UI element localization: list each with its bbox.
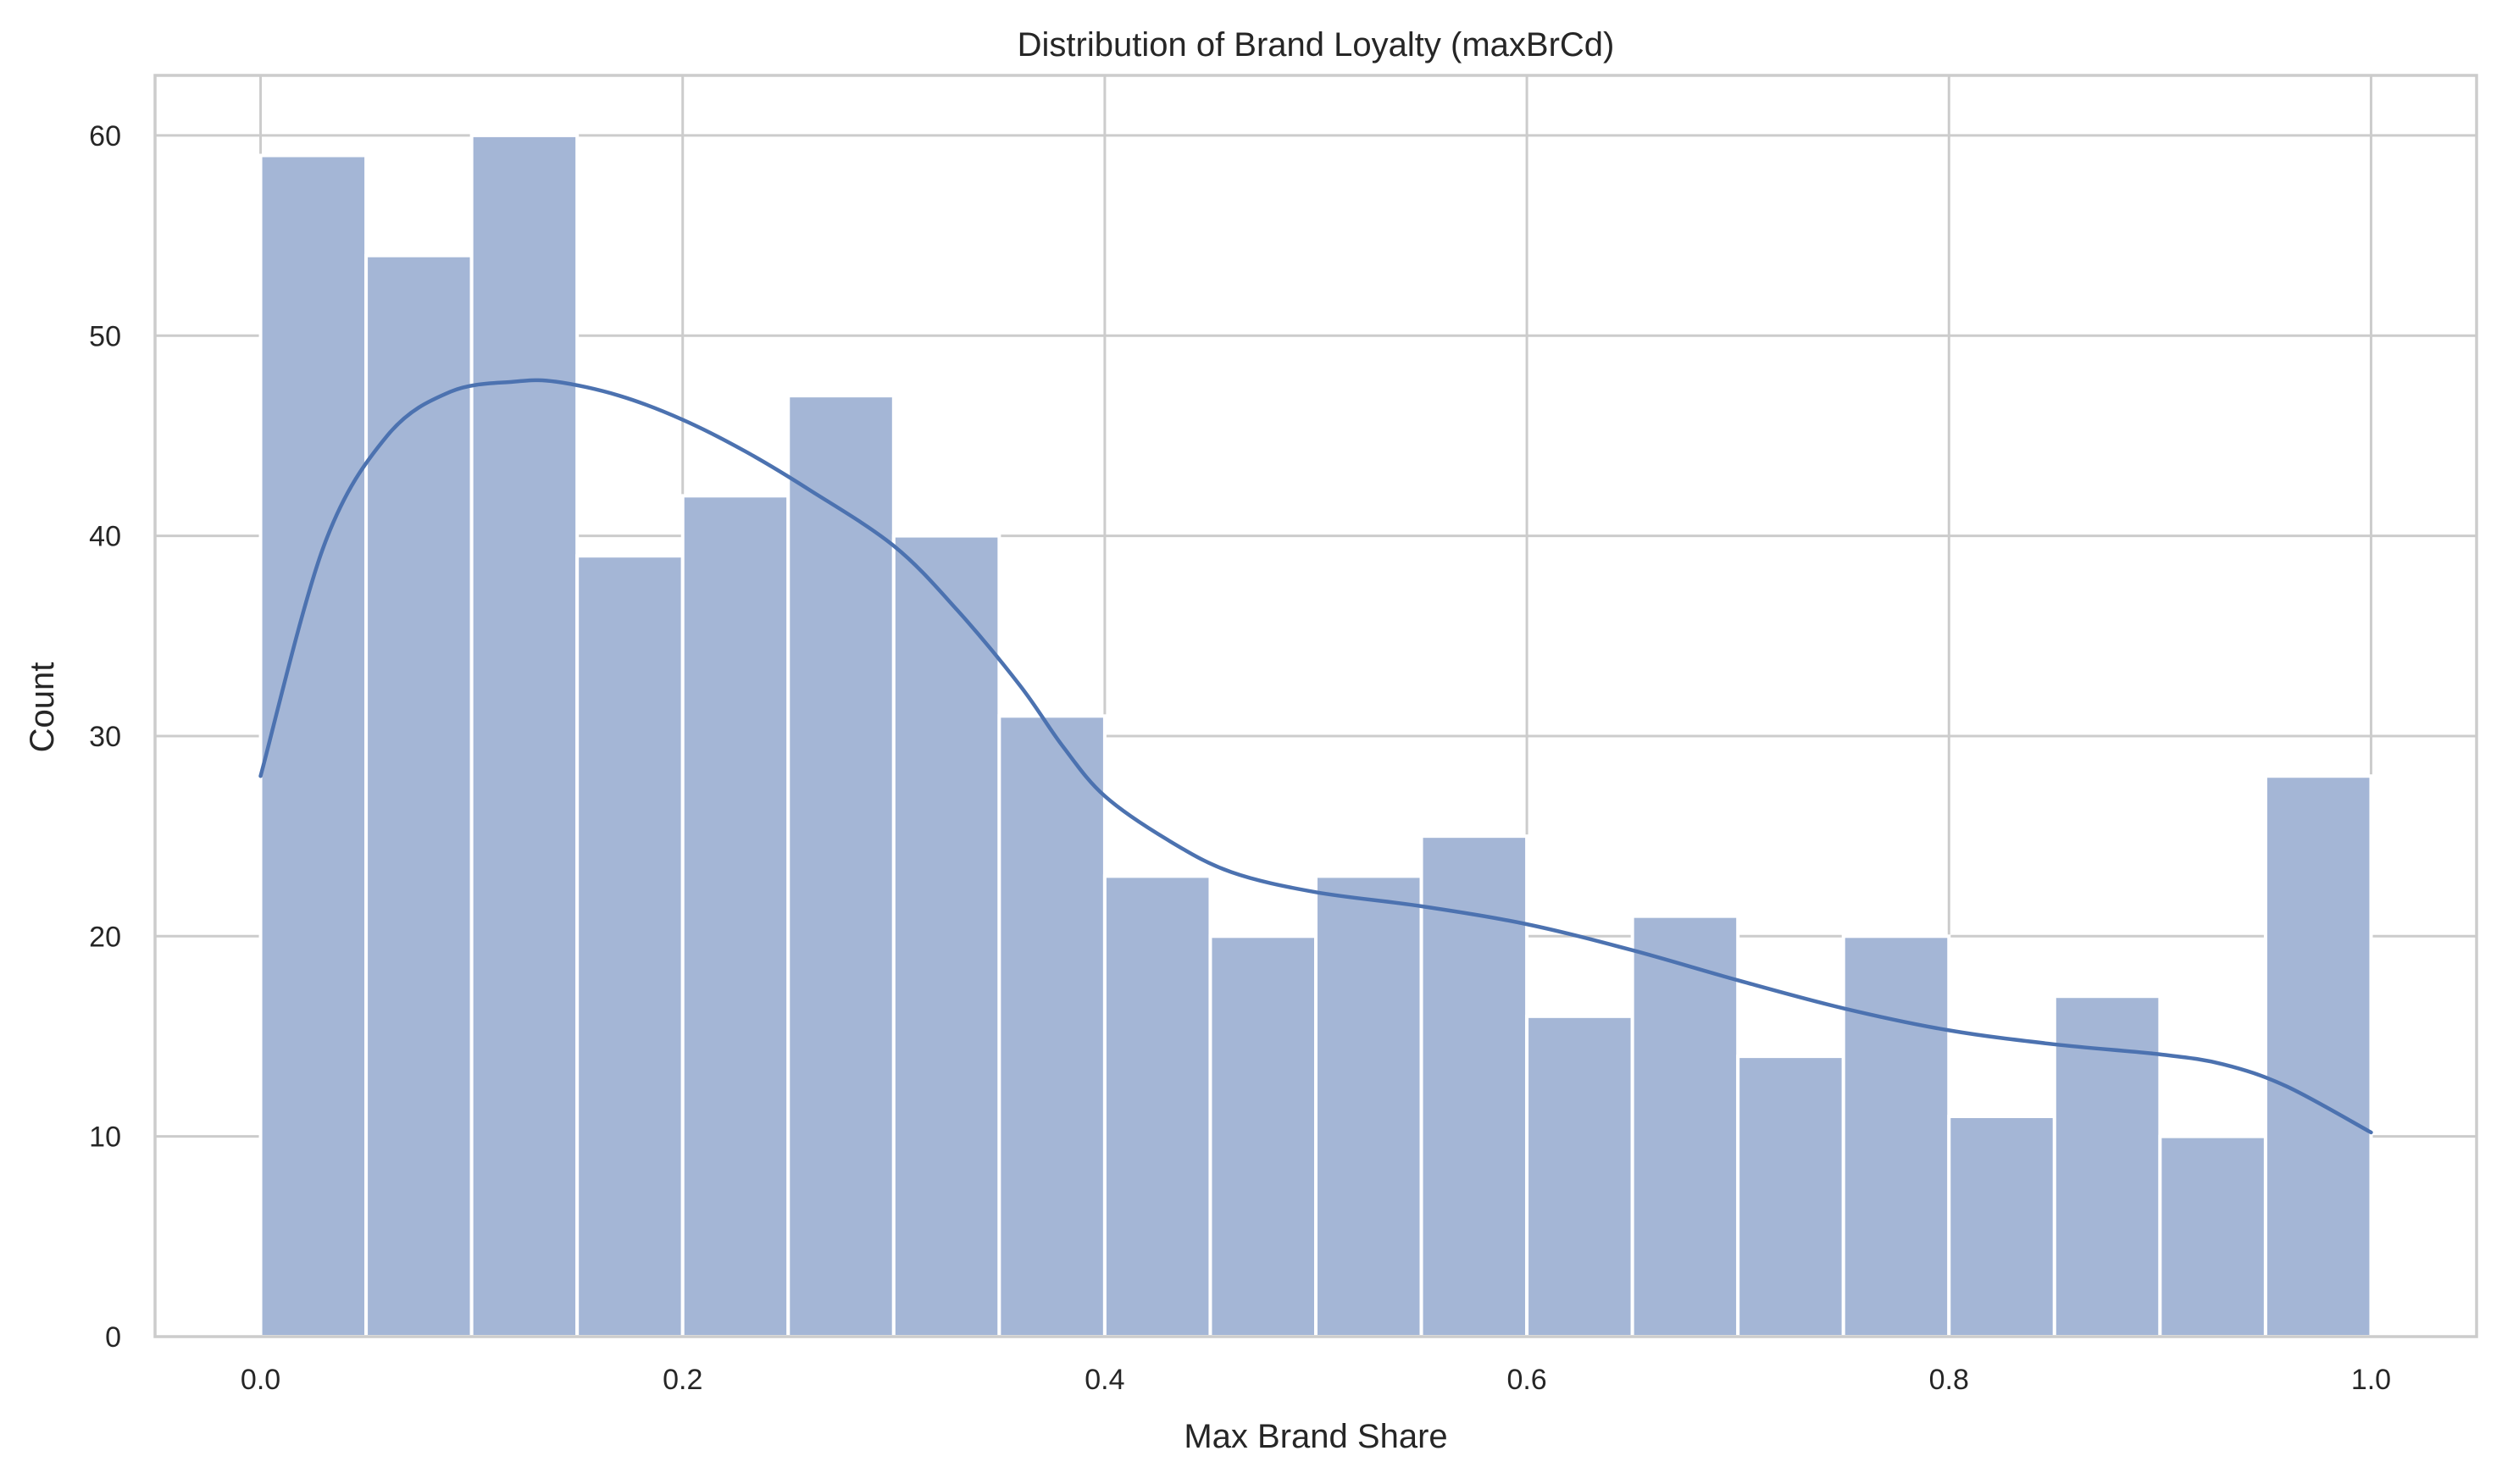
histogram-bar (786, 394, 896, 1339)
x-axis-label: Max Brand Share (1184, 1418, 1447, 1455)
y-axis-label: Count (24, 662, 61, 753)
y-tick-label: 0 (105, 1321, 121, 1354)
y-tick-label: 20 (89, 921, 121, 953)
kde-curve-group (258, 378, 2373, 1135)
x-tick-label: 0.6 (1506, 1364, 1546, 1396)
kde-curve (258, 378, 2373, 1135)
chart-title: Distribution of Brand Loyalty (maxBrCd) (1018, 26, 1615, 64)
histogram-bar (997, 714, 1107, 1338)
histogram-bar (469, 133, 580, 1338)
histogram-bars (258, 133, 2373, 1339)
y-axis-ticks: 0 10 20 30 40 50 60 (89, 120, 121, 1354)
x-tick-label: 1.0 (2351, 1364, 2391, 1396)
y-tick-label: 60 (89, 120, 121, 152)
x-tick-label: 0.2 (663, 1364, 702, 1396)
y-tick-label: 10 (89, 1121, 121, 1154)
x-tick-label: 0.4 (1085, 1364, 1124, 1396)
histogram-bar (1736, 1055, 1845, 1338)
histogram-bar (1841, 934, 1951, 1339)
histogram-bar (1208, 934, 1318, 1339)
histogram-bar (1525, 1014, 1634, 1339)
x-tick-label: 0.0 (241, 1364, 280, 1396)
histogram-bar (2263, 774, 2373, 1338)
plot-frame (153, 74, 2478, 1338)
y-tick-label: 40 (89, 521, 121, 553)
x-tick-label: 0.8 (1929, 1364, 1969, 1396)
histogram-bar (258, 153, 369, 1339)
x-axis-ticks: 0.0 0.2 0.4 0.6 0.8 1.0 (241, 1364, 2391, 1396)
histogram-bar (575, 554, 685, 1338)
histogram-bar (1630, 914, 1740, 1338)
histogram-bar (1947, 1115, 2056, 1338)
histogram-bar (680, 494, 791, 1338)
histogram-bar (1419, 834, 1529, 1338)
histogram-bar (2158, 1134, 2267, 1338)
y-tick-label: 30 (89, 721, 121, 753)
histogram-bar (891, 534, 1001, 1338)
histogram-bar (1102, 874, 1212, 1338)
histogram-bar (1314, 874, 1423, 1338)
histogram-bar (364, 253, 474, 1339)
y-tick-label: 50 (89, 320, 121, 352)
